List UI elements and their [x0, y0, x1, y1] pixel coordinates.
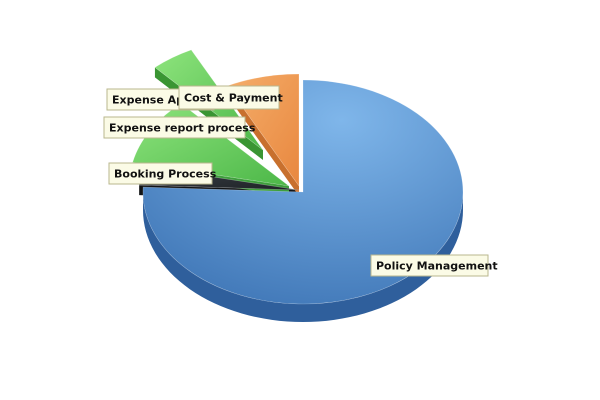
slice-label-box [108, 162, 213, 185]
slice-label: Expense report process [103, 116, 256, 139]
pie-slice-side [143, 192, 463, 322]
slice-label-text: Expense report process [109, 122, 256, 135]
slice-label-text: Cost & Payment [184, 92, 283, 105]
slice-label: Policy Management [370, 254, 498, 277]
slice-label-text: Booking Process [114, 168, 217, 181]
slice-label-box [178, 85, 280, 110]
slice-label-box [103, 116, 246, 139]
slice-label: Cost & Payment [178, 85, 283, 110]
slice-label: Booking Process [108, 162, 217, 185]
slice-label-text: Policy Management [376, 260, 498, 273]
slice-label-box [370, 254, 489, 277]
pie-slice-edge [227, 85, 299, 196]
